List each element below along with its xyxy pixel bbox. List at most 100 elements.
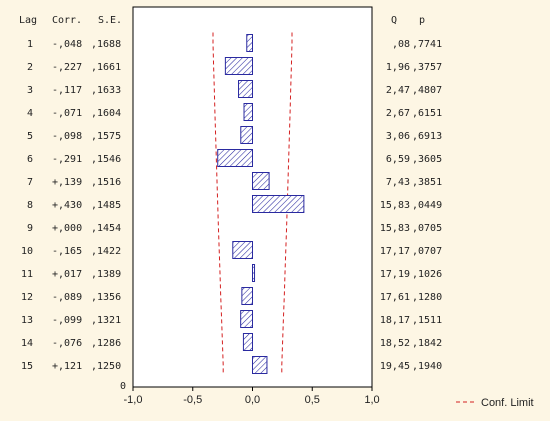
p-cell: ,3605	[412, 154, 442, 165]
table-row: 8 +,430 ,1485 15,83,0449	[27, 200, 442, 211]
legend: Conf. Limit	[456, 397, 534, 409]
p-cell: ,0707	[412, 246, 442, 257]
lag-cell: 15	[21, 361, 33, 372]
header-p: p	[419, 15, 425, 26]
corr-cell: +,121	[52, 361, 82, 372]
se-cell: ,1422	[91, 246, 121, 257]
x-tick-label: -1,0	[124, 394, 143, 406]
lag-cell: 5	[27, 131, 33, 142]
q-cell: 2,67	[386, 108, 410, 119]
x-tick-label: 1,0	[364, 394, 379, 406]
table-row: 12 -,089 ,1356 17,61,1280	[21, 292, 442, 303]
table-row: 2 -,227 ,1661 1,96,3757	[27, 62, 442, 73]
q-cell: 17,19	[380, 269, 410, 280]
q-cell: 7,43	[386, 177, 410, 188]
q-cell: ,08	[392, 39, 410, 50]
p-cell: ,1842	[412, 338, 442, 349]
correlation-bar	[240, 126, 254, 144]
correlation-bar	[232, 241, 254, 259]
q-cell: 18,52	[380, 338, 410, 349]
p-cell: ,1026	[412, 269, 442, 280]
se-cell: ,1575	[91, 131, 121, 142]
x-tick-label: -0,5	[183, 394, 202, 406]
header-lag: Lag	[19, 15, 37, 26]
corr-cell: -,048	[52, 39, 82, 50]
x-tick-label: 0,0	[245, 394, 260, 406]
correlation-bar	[224, 57, 254, 75]
lag-cell: 6	[27, 154, 33, 165]
p-cell: ,6913	[412, 131, 442, 142]
se-cell: ,1286	[91, 338, 121, 349]
se-cell: ,1321	[91, 315, 121, 326]
p-cell: ,3757	[412, 62, 442, 73]
correlation-bar	[240, 310, 253, 328]
correlation-bar	[238, 80, 253, 98]
q-cell: 2,47	[386, 85, 410, 96]
table-row: 15 +,121 ,1250 19,45,1940	[21, 361, 442, 372]
p-cell: ,1940	[412, 361, 442, 372]
lag-cell: 9	[27, 223, 33, 234]
q-cell: 17,61	[380, 292, 410, 303]
table-row: 11 +,017 ,1389 17,19,1026	[21, 269, 442, 280]
corr-cell: +,430	[52, 200, 82, 211]
table-row: 5 -,098 ,1575 3,06,6913	[27, 131, 442, 142]
corr-cell: -,227	[52, 62, 82, 73]
table-row: 10 -,165 ,1422 17,17,0707	[21, 246, 442, 257]
se-cell: ,1546	[91, 154, 121, 165]
correlation-bar	[241, 287, 254, 305]
p-cell: ,0449	[412, 200, 442, 211]
statistics-table: 1 -,048 ,1688 ,08,7741 2 -,227 ,1661 1,96,3757 3…	[21, 39, 442, 372]
table-row: 7 +,139 ,1516 7,43,3851	[27, 177, 442, 188]
q-cell: 18,17	[380, 315, 410, 326]
correlation-bars	[217, 34, 305, 374]
table-row: 6 -,291 ,1546 6,59,3605	[27, 154, 442, 165]
se-cell: ,1604	[91, 108, 121, 119]
p-cell: ,1280	[412, 292, 442, 303]
correlation-bar	[243, 103, 254, 121]
lag-cell: 12	[21, 292, 33, 303]
table-row: 4 -,071 ,1604 2,67,6151	[27, 108, 442, 119]
se-cell: ,1516	[91, 177, 121, 188]
se-cell: ,1250	[91, 361, 121, 372]
q-cell: 19,45	[380, 361, 410, 372]
q-cell: 1,96	[386, 62, 410, 73]
corr-cell: -,098	[52, 131, 82, 142]
q-cell: 6,59	[386, 154, 410, 165]
header-corr: Corr.	[52, 15, 82, 26]
header-se: S.E.	[98, 15, 122, 26]
se-cell: ,1389	[91, 269, 121, 280]
corr-cell: -,117	[52, 85, 82, 96]
correlation-bar	[252, 264, 256, 282]
corr-cell: +,017	[52, 269, 82, 280]
correlation-bar	[252, 356, 268, 374]
lag-cell: 10	[21, 246, 33, 257]
se-cell: ,1688	[91, 39, 121, 50]
se-cell: ,1485	[91, 200, 121, 211]
lag-cell: 3	[27, 85, 33, 96]
p-cell: ,0705	[412, 223, 442, 234]
table-row: 14 -,076 ,1286 18,52,1842	[21, 338, 442, 349]
lag-cell: 11	[21, 269, 33, 280]
q-cell: 3,06	[386, 131, 410, 142]
q-cell: 15,83	[380, 200, 410, 211]
header-q: Q	[391, 15, 397, 26]
table-row: 1 -,048 ,1688 ,08,7741	[27, 39, 442, 50]
p-cell: ,4807	[412, 85, 442, 96]
x-tick-label: 0,5	[305, 394, 320, 406]
p-cell: ,6151	[412, 108, 442, 119]
lag-cell: 1	[27, 39, 33, 50]
corr-cell: -,071	[52, 108, 82, 119]
correlation-bar	[242, 333, 253, 351]
p-cell: ,7741	[412, 39, 442, 50]
corr-cell: -,099	[52, 315, 82, 326]
corr-cell: -,291	[52, 154, 82, 165]
lag-cell: 13	[21, 315, 33, 326]
x-axis: -1,0 -0,5 0,0 0,5 1,0	[124, 387, 380, 406]
corr-cell: +,000	[52, 223, 82, 234]
lag-cell: 7	[27, 177, 33, 188]
corr-cell: -,089	[52, 292, 82, 303]
p-cell: ,1511	[412, 315, 442, 326]
se-cell: ,1633	[91, 85, 121, 96]
lag-cell: 2	[27, 62, 33, 73]
